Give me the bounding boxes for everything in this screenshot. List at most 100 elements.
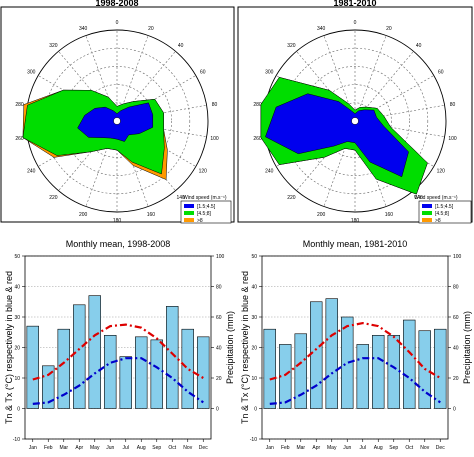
x-tick-label: Dec	[199, 445, 208, 451]
radar-spoke	[354, 104, 445, 122]
radar-title-right: 1981-2010	[333, 0, 376, 8]
radar-angle-label: 60	[438, 70, 444, 76]
x-tick-label: May	[327, 445, 337, 451]
climate-chart-1981-2010: Monthly mean, 1981-2010 -10 0 10 20 30 40 50 0 20…	[240, 239, 472, 451]
x-tick-label: Jun	[343, 445, 351, 451]
left-tick-label: 50	[251, 254, 257, 260]
precip-bar	[26, 325, 39, 409]
tx-line	[32, 323, 204, 381]
radar-angle-label: 120	[437, 169, 446, 175]
x-tick-label: Oct	[168, 445, 176, 451]
precip-bar	[372, 334, 385, 409]
right-tick-label: 100	[453, 254, 462, 260]
radar-legend-right: Wind speed (m.s⁻¹) [1.5;4.5[ [4.5;8] >8	[414, 195, 472, 224]
precip-bar	[294, 333, 307, 409]
x-tick-label: Aug	[137, 445, 146, 451]
radar-angle-label: 340	[79, 26, 88, 32]
right-axis-label: Precipitation (mm)	[462, 311, 472, 384]
radar-angle-label: 60	[200, 70, 206, 76]
precip-bar	[341, 316, 354, 409]
right-tick-label: 20	[453, 376, 459, 382]
precip-bar	[325, 298, 338, 409]
precip-bar	[403, 319, 416, 409]
left-axis-label: Tn & Tx (°C) respectively in blue & red	[4, 271, 14, 424]
x-tick-label: Oct	[405, 445, 413, 451]
radar-angle-label: 120	[199, 169, 208, 175]
radar-chart-1998-2008: 0 20 40 60 80 100 120 140 160 180 200 220 240 260 280 3…	[15, 20, 219, 224]
radar-spoke	[116, 75, 196, 122]
legend-title: Wind speed (m.s⁻¹)	[183, 195, 227, 201]
right-tick-label: 0	[216, 407, 219, 413]
radar-angle-label: 100	[448, 136, 457, 142]
legend-swatch	[184, 211, 194, 215]
radar-angle-label: 260	[253, 136, 262, 142]
precip-bar	[197, 336, 210, 409]
precip-bar	[263, 328, 276, 409]
legend-swatch	[184, 204, 194, 208]
x-tick-label: Jun	[106, 445, 114, 451]
x-tick-label: Sep	[152, 445, 161, 451]
radar-angle-label: 160	[385, 212, 394, 218]
left-tick-label: 0	[17, 407, 20, 413]
radar-angle-label: 80	[450, 102, 456, 108]
left-tick-label: 40	[251, 285, 257, 291]
chart-title: Monthly mean, 1998-2008	[66, 239, 171, 249]
radar-angle-label: 20	[148, 26, 154, 32]
x-tick-label: May	[90, 445, 100, 451]
radar-angle-label: 200	[317, 212, 326, 218]
radar-spoke	[58, 51, 118, 122]
left-tick-label: 0	[254, 407, 257, 413]
radar-spoke	[85, 35, 118, 122]
x-tick-label: Jul	[123, 445, 129, 451]
tx-line	[269, 321, 441, 381]
radar-angle-label: 280	[15, 102, 24, 108]
legend-entry: [4.5;8]	[197, 211, 212, 217]
left-tick-label: 20	[14, 346, 20, 352]
plot-frame	[24, 255, 212, 440]
right-tick-label: 20	[216, 376, 222, 382]
radar-angle-label: 300	[265, 70, 274, 76]
radar-angle-label: 0	[116, 20, 119, 26]
precip-bar	[181, 328, 194, 409]
radar-angle-label: 80	[212, 102, 218, 108]
legend-entry: [1.5;4.5[	[435, 204, 454, 210]
precip-bar	[119, 356, 132, 409]
right-tick-label: 80	[216, 285, 222, 291]
legend-entry: >8	[197, 218, 203, 224]
radar-spoke	[354, 75, 434, 122]
radar-spoke	[323, 35, 356, 122]
radar-series-0	[265, 93, 409, 178]
precip-bar	[42, 365, 55, 409]
precip-bar	[310, 301, 323, 409]
radar-angle-label: 40	[178, 43, 184, 49]
precip-bar	[135, 336, 148, 409]
radar-panel-frame-left	[0, 6, 235, 223]
radar-center	[113, 117, 121, 125]
legend-entry: >8	[435, 218, 441, 224]
radar-angle-label: 180	[113, 218, 122, 224]
legend-swatch	[422, 204, 432, 208]
x-tick-label: Apr	[312, 445, 320, 451]
radar-center	[351, 117, 359, 125]
chart-title: Monthly mean, 1981-2010	[303, 239, 408, 249]
plot-frame	[261, 255, 449, 440]
right-tick-label: 60	[216, 315, 222, 321]
radar-angle-label: 240	[265, 169, 274, 175]
radar-angle-label: 280	[253, 102, 262, 108]
legend-swatch	[422, 218, 432, 222]
radar-angle-label: 140	[176, 195, 185, 201]
right-tick-label: 40	[453, 346, 459, 352]
radar-angle-label: 220	[49, 195, 58, 201]
radar-ring	[62, 66, 172, 176]
radar-angle-label: 180	[351, 218, 360, 224]
precip-bar	[150, 339, 163, 409]
precip-bar	[166, 306, 179, 409]
left-tick-label: 10	[14, 376, 20, 382]
x-tick-label: Dec	[436, 445, 445, 451]
left-tick-label: 50	[14, 254, 20, 260]
radar-angle-label: 320	[287, 43, 296, 49]
legend-swatch	[184, 218, 194, 222]
radar-panel-frame-right	[237, 6, 473, 223]
precip-bar	[104, 334, 117, 409]
